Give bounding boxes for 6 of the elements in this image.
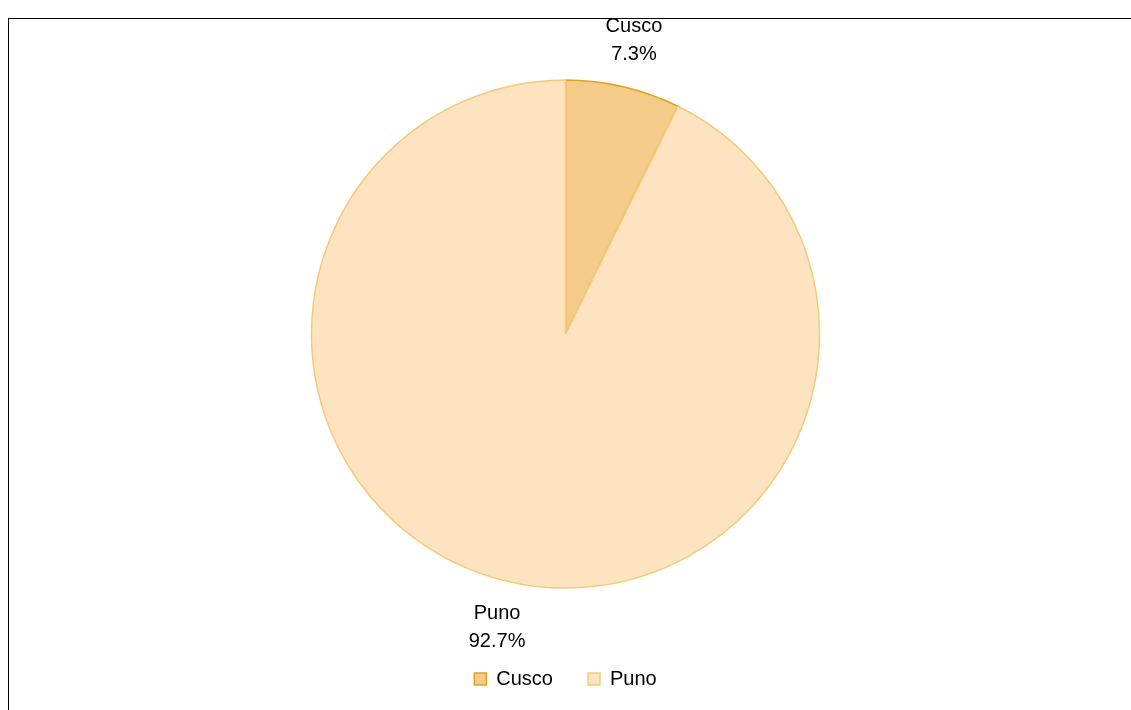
slice-label: Puno xyxy=(473,600,521,623)
data-label: 92.7% xyxy=(468,628,526,651)
data-label: 7.3% xyxy=(611,42,657,65)
legend-label: Puno xyxy=(609,666,657,689)
legend-label: Cusco xyxy=(496,666,553,689)
slice-label: Cusco xyxy=(605,14,663,37)
